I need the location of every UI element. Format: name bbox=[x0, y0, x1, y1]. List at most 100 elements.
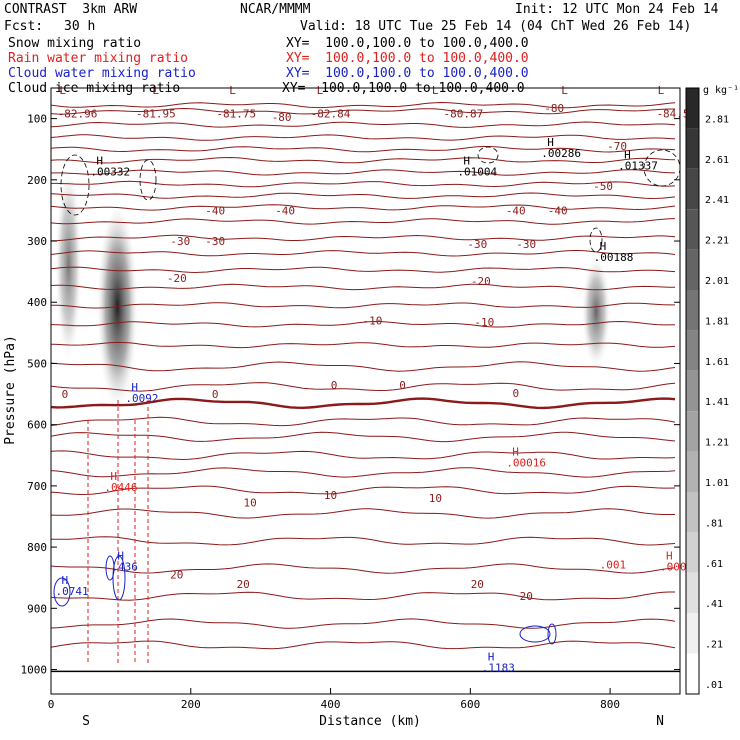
y-tick-label-5: 600 bbox=[27, 419, 47, 432]
isotherm-7 bbox=[51, 180, 676, 188]
contour-label-8: -70 bbox=[607, 140, 627, 153]
contour-label-29: 10 bbox=[429, 492, 442, 505]
y-tick-label-0: 100 bbox=[27, 113, 47, 126]
field-rain-xy: XY= 100.0,100.0 to 100.0,400.0 bbox=[286, 51, 529, 66]
contour-label-7: -84.5 bbox=[656, 108, 689, 121]
extremum-label-19: H bbox=[488, 650, 495, 663]
extremum-value-7: .00332 bbox=[90, 166, 130, 179]
colorbar-cell-7 bbox=[686, 370, 699, 412]
y-tick-label-8: 900 bbox=[27, 602, 47, 615]
contour-label-14: -30 bbox=[170, 235, 190, 248]
extremum-label-10: H bbox=[624, 148, 631, 161]
model-name: CONTRAST 3km ARW bbox=[4, 2, 138, 17]
org-name: NCAR/MMMM bbox=[240, 2, 311, 17]
y-tick-label-3: 400 bbox=[27, 296, 47, 309]
contour-label-26: 0 bbox=[512, 387, 519, 400]
extremum-label-7: H bbox=[96, 155, 103, 168]
contour-label-2: -81.75 bbox=[216, 108, 256, 121]
extremum-label-13: H bbox=[512, 445, 519, 458]
isotherm-19 bbox=[51, 382, 676, 392]
isotherm-6 bbox=[51, 169, 676, 176]
contour-label-31: 20 bbox=[237, 578, 250, 591]
extremum-label-0: L bbox=[59, 84, 66, 97]
contour-label-12: -40 bbox=[506, 204, 526, 217]
isotherm-5 bbox=[51, 156, 676, 164]
contour-label-20: -10 bbox=[363, 315, 383, 328]
isotherm-18 bbox=[51, 361, 676, 372]
colorbar-label-12: .41 bbox=[705, 599, 723, 610]
isotherm-2 bbox=[51, 121, 676, 128]
contour-label-5: -80.87 bbox=[443, 108, 483, 121]
extremum-value-11: .00188 bbox=[594, 251, 634, 264]
y-axis-title: Pressure (hPa) bbox=[3, 335, 18, 445]
y-tick-label-1: 200 bbox=[27, 174, 47, 187]
contour-label-15: -30 bbox=[205, 235, 225, 248]
isotherm-16 bbox=[51, 320, 676, 328]
isotherm-21 bbox=[51, 416, 676, 427]
extremum-value-16: .0741 bbox=[55, 585, 88, 598]
isotherm-27 bbox=[51, 536, 676, 546]
extremum-value-12: .0092 bbox=[125, 392, 158, 405]
colorbar-cell-6 bbox=[686, 330, 699, 371]
colorbar-label-13: .21 bbox=[705, 640, 723, 651]
colorbar-cell-13 bbox=[686, 613, 699, 654]
y-tick-label-6: 700 bbox=[27, 480, 47, 493]
isotherm-28 bbox=[51, 563, 676, 574]
extremum-value-14: .0446 bbox=[104, 481, 137, 494]
contour-label-18: -20 bbox=[167, 272, 187, 285]
colorbar-label-0: 2.81 bbox=[705, 114, 729, 125]
contour-label-9: -50 bbox=[593, 180, 613, 193]
contour-label-23: 0 bbox=[212, 388, 219, 401]
colorbar-cell-10 bbox=[686, 492, 699, 533]
y-tick-label-9: 1000 bbox=[21, 664, 48, 677]
isotherm-29 bbox=[51, 591, 675, 601]
colorbar-cell-8 bbox=[686, 411, 699, 452]
isotherm-8 bbox=[51, 192, 676, 200]
extremum-label-1: L bbox=[152, 84, 159, 97]
valid-time: Valid: 18 UTC Tue 25 Feb 14 (04 ChT Wed … bbox=[300, 19, 692, 34]
contour-label-17: -30 bbox=[516, 238, 536, 251]
extremum-label-9: H bbox=[547, 136, 554, 149]
ice-contour-4 bbox=[589, 227, 603, 253]
cloud-water-contour-3 bbox=[519, 625, 551, 643]
colorbar: 2.81 2.61 2.41 2.21 2.01 1.81 1.61 1.41 1.21 1.01… bbox=[685, 87, 729, 695]
x-tick-label-0: 0 bbox=[48, 698, 55, 711]
extremum-label-2: L bbox=[229, 84, 236, 97]
colorbar-label-7: 1.41 bbox=[705, 397, 729, 408]
isotherm-23 bbox=[51, 450, 676, 461]
isotherm-13 bbox=[51, 266, 676, 274]
contour-label-13: -40 bbox=[548, 204, 568, 217]
x-tick-label-2: 400 bbox=[321, 698, 341, 711]
colorbar-label-6: 1.61 bbox=[705, 357, 729, 368]
colorbar-frame bbox=[685, 87, 700, 695]
colorbar-label-5: 1.81 bbox=[705, 316, 729, 327]
cloud-water-contour-0 bbox=[112, 555, 126, 601]
extremum-label-8: H bbox=[463, 155, 470, 168]
colorbar-label-3: 2.21 bbox=[705, 236, 729, 247]
isotherm-26 bbox=[51, 508, 675, 519]
contour-label-4: -82.84 bbox=[311, 108, 351, 121]
isotherm-12 bbox=[51, 250, 676, 257]
field-cloud-water-xy: XY= 100.0,100.0 to 100.0,400.0 bbox=[286, 66, 529, 81]
extremum-label-11: H bbox=[600, 240, 607, 253]
colorbar-label-2: 2.41 bbox=[705, 195, 729, 206]
colorbar-cell-12 bbox=[686, 572, 699, 614]
colorbar-label-4: 2.01 bbox=[705, 276, 729, 287]
colorbar-cell-4 bbox=[686, 249, 699, 290]
snow-plume-2 bbox=[581, 259, 611, 376]
fcst-value: 30 h bbox=[64, 19, 96, 34]
extremum-value-10: .01337 bbox=[618, 159, 658, 172]
end-label-right: N bbox=[656, 714, 664, 729]
snow-plume-1 bbox=[96, 210, 139, 425]
y-tick-label-7: 800 bbox=[27, 541, 47, 554]
extremum-value-8: .01004 bbox=[457, 166, 497, 179]
ice-contour-3 bbox=[643, 149, 680, 187]
x-tick-label-3: 600 bbox=[460, 698, 480, 711]
extremum-value-19: .1183 bbox=[482, 661, 515, 674]
y-tick-label-2: 300 bbox=[27, 235, 47, 248]
isotherm-17 bbox=[51, 341, 676, 349]
contour-label-27: 10 bbox=[244, 496, 257, 509]
extremum-label-4: L bbox=[432, 84, 439, 97]
x-axis-title: Distance (km) bbox=[319, 714, 421, 729]
